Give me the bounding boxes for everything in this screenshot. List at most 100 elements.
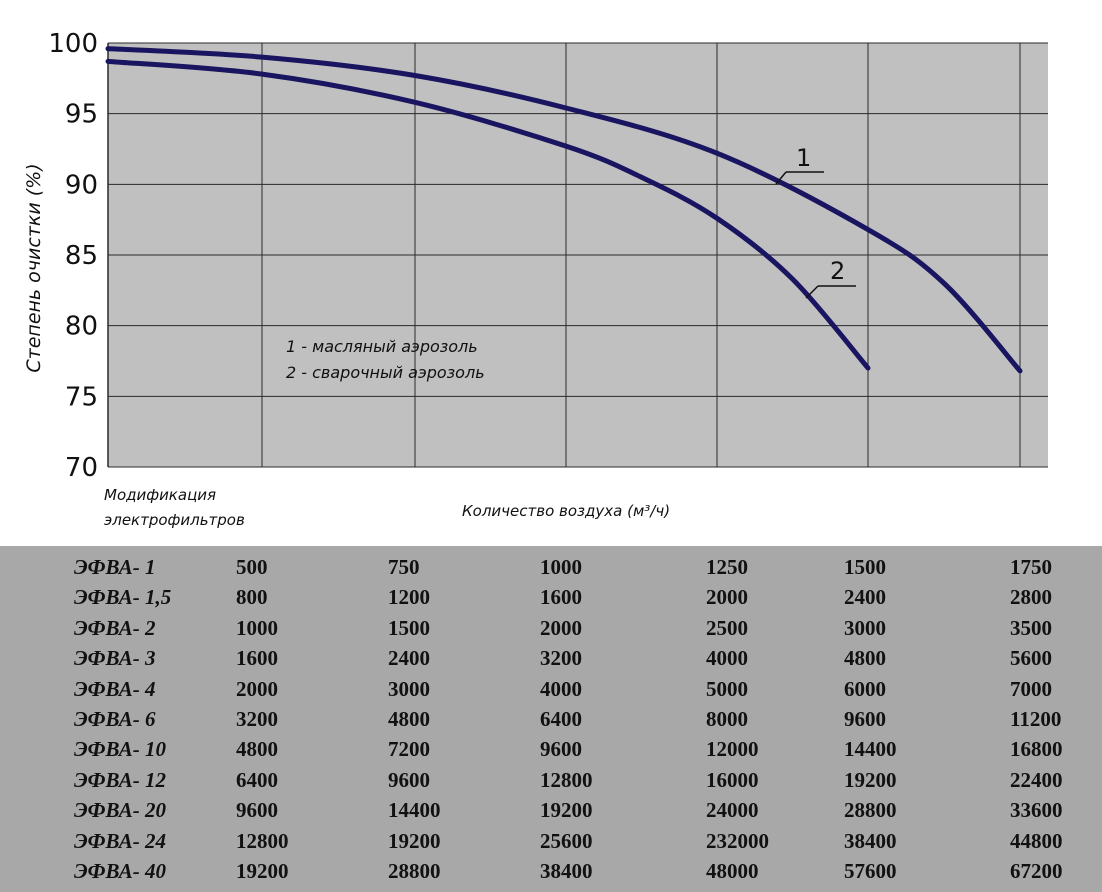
table-cell-value: 2500 <box>706 615 748 640</box>
table-cell-value: 9600 <box>388 767 430 792</box>
curve-label-1: 1 <box>796 144 811 172</box>
table-cell-model: ЭФВА- 40 <box>74 859 166 884</box>
table-cell-value: 24000 <box>706 798 759 823</box>
table-row: ЭФВА- 1 500 750 1000 1250 1500 1750 <box>0 552 1102 582</box>
table-cell-value: 3200 <box>540 646 582 671</box>
table-row: ЭФВА- 10 4800 7200 9600 12000 14400 16800 <box>0 734 1102 764</box>
table-cell-value: 19200 <box>540 798 593 823</box>
table-cell-value: 12800 <box>236 828 289 853</box>
table-cell-value: 232000 <box>706 828 769 853</box>
table-cell-model: ЭФВА- 12 <box>74 767 166 792</box>
table-cell-value: 19200 <box>236 859 289 884</box>
table-cell-value: 3000 <box>844 615 886 640</box>
y-tick-label: 95 <box>65 100 98 130</box>
table-cell-value: 16000 <box>706 767 759 792</box>
table-cell-value: 2400 <box>388 646 430 671</box>
table-cell-value: 4000 <box>706 646 748 671</box>
y-axis-label: Степень очистки (%) <box>23 163 45 372</box>
table-row: ЭФВА- 12 6400 9600 12800 16000 19200 22400 <box>0 765 1102 795</box>
table-cell-model: ЭФВА- 1,5 <box>74 585 172 610</box>
x-axis-label: Количество воздуха (м³/ч) <box>462 502 670 520</box>
curves <box>105 46 1023 374</box>
table-cell-value: 14400 <box>844 737 897 762</box>
table-cell-value: 16800 <box>1010 737 1063 762</box>
table-cell-value: 19200 <box>388 828 441 853</box>
y-tick-label: 70 <box>65 453 98 483</box>
table-cell-value: 2000 <box>706 585 748 610</box>
y-tick-label: 90 <box>65 170 98 200</box>
x-corner-label-line1: Модификация <box>104 486 216 504</box>
table-cell-value: 38400 <box>844 828 897 853</box>
table-cell-value: 12800 <box>540 767 593 792</box>
curve-label-2-leader <box>805 285 819 299</box>
legend-item-1: 1 - масляный аэрозоль <box>286 337 478 356</box>
table-cell-value: 6400 <box>236 767 278 792</box>
table-cell-value: 28800 <box>388 859 441 884</box>
table-cell-value: 2800 <box>1010 585 1052 610</box>
table-cell-value: 38400 <box>540 859 593 884</box>
modification-table-panel: ЭФВА- 1 500 750 1000 1250 1500 1750 ЭФВА- 1,5 80… <box>0 546 1102 892</box>
y-tick-label: 100 <box>48 29 98 59</box>
table-cell-model: ЭФВА- 3 <box>74 646 156 671</box>
y-tick-label: 85 <box>65 241 98 271</box>
table-cell-model: ЭФВА- 10 <box>74 737 166 762</box>
table-row: ЭФВА- 4 2000 3000 4000 5000 6000 7000 <box>0 674 1102 704</box>
table-cell-value: 1500 <box>844 555 886 579</box>
table-cell-value: 1200 <box>388 585 430 610</box>
table-cell-value: 750 <box>388 555 420 579</box>
table-cell-value: 28800 <box>844 798 897 823</box>
table-cell-value: 1600 <box>540 585 582 610</box>
table-cell-value: 25600 <box>540 828 593 853</box>
curve-label-2: 2 <box>830 257 845 285</box>
table-cell-value: 48000 <box>706 859 759 884</box>
table-cell-value: 3200 <box>236 707 278 732</box>
modification-table: ЭФВА- 1 500 750 1000 1250 1500 1750 ЭФВА- 1,5 80… <box>0 552 1102 886</box>
table-cell-value: 500 <box>236 555 268 579</box>
table-cell-model: ЭФВА- 1 <box>74 555 156 579</box>
table-cell-value: 44800 <box>1010 828 1063 853</box>
curve-series-1 <box>105 46 1023 374</box>
table-row: ЭФВА- 3 1600 2400 3200 4000 4800 5600 <box>0 643 1102 673</box>
table-row: ЭФВА- 40 19200 28800 38400 48000 57600 67200 <box>0 856 1102 886</box>
table-cell-value: 12000 <box>706 737 759 762</box>
table-cell-value: 800 <box>236 585 268 610</box>
chart: 100 95 90 85 80 75 70 Степень очистки (%) Моди… <box>23 29 1048 529</box>
table-cell-value: 2000 <box>236 676 278 701</box>
y-tick-label: 75 <box>65 382 98 412</box>
legend-item-2: 2 - сварочный аэрозоль <box>286 363 485 382</box>
table-row: ЭФВА- 20 9600 14400 19200 24000 28800 33600 <box>0 795 1102 825</box>
table-cell-value: 1600 <box>236 646 278 671</box>
table-cell-value: 6000 <box>844 676 886 701</box>
table-cell-value: 3000 <box>388 676 430 701</box>
table-cell-value: 57600 <box>844 859 897 884</box>
table-cell-model: ЭФВА- 20 <box>74 798 166 823</box>
table-cell-value: 22400 <box>1010 767 1063 792</box>
table-cell-value: 11200 <box>1010 707 1062 732</box>
table-cell-value: 1000 <box>236 615 278 640</box>
table-cell-value: 5000 <box>706 676 748 701</box>
table-cell-model: ЭФВА- 4 <box>74 676 156 701</box>
table-cell-value: 2400 <box>844 585 886 610</box>
table-cell-value: 6400 <box>540 707 582 732</box>
table-cell-value: 7200 <box>388 737 430 762</box>
curve-label-1-leader <box>775 171 787 185</box>
table-cell-value: 1500 <box>388 615 430 640</box>
table-cell-model: ЭФВА- 2 <box>74 615 156 640</box>
curve-series-2 <box>105 58 871 371</box>
table-row: ЭФВА- 24 12800 19200 25600 232000 38400 44800 <box>0 826 1102 856</box>
table-row: ЭФВА- 6 3200 4800 6400 8000 9600 11200 <box>0 704 1102 734</box>
table-cell-value: 1250 <box>706 555 748 579</box>
table-cell-value: 7000 <box>1010 676 1052 701</box>
y-tick-label: 80 <box>65 312 98 342</box>
table-cell-value: 4800 <box>844 646 886 671</box>
table-row: ЭФВА- 2 1000 1500 2000 2500 3000 3500 <box>0 613 1102 643</box>
table-cell-value: 3500 <box>1010 615 1052 640</box>
table-cell-value: 1000 <box>540 555 582 579</box>
table-row: ЭФВА- 1,5 800 1200 1600 2000 2400 2800 <box>0 582 1102 612</box>
table-cell-value: 5600 <box>1010 646 1052 671</box>
table-cell-value: 9600 <box>844 707 886 732</box>
table-cell-value: 8000 <box>706 707 748 732</box>
table-cell-value: 19200 <box>844 767 897 792</box>
table-cell-model: ЭФВА- 6 <box>74 707 156 732</box>
table-cell-value: 9600 <box>540 737 582 762</box>
